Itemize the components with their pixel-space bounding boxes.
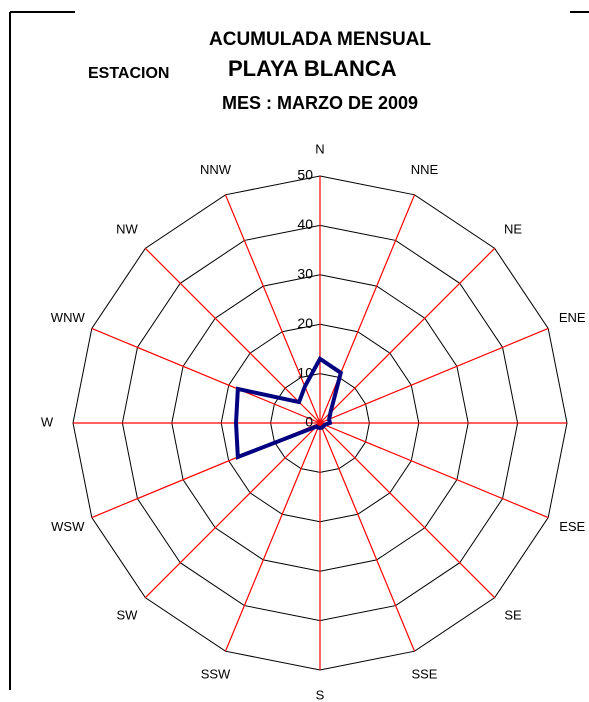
category-label: WNW xyxy=(51,310,86,325)
spoke xyxy=(91,327,321,424)
tick-label: 30 xyxy=(297,266,313,282)
spoke xyxy=(319,422,496,599)
spoke xyxy=(319,422,549,519)
spoke xyxy=(319,194,416,424)
category-label: N xyxy=(315,141,324,156)
category-label: ENE xyxy=(559,310,586,325)
tick-label: 40 xyxy=(297,216,313,232)
spoke xyxy=(319,327,549,424)
category-label: W xyxy=(41,414,54,429)
category-label: SW xyxy=(116,607,138,622)
category-label: SSW xyxy=(201,667,231,682)
subtitle: MES : MARZO DE 2009 xyxy=(222,93,418,113)
tick-label: 50 xyxy=(297,167,313,183)
series-line xyxy=(234,355,344,460)
category-label: NNW xyxy=(200,162,232,177)
station-label: ESTACION xyxy=(88,65,169,82)
category-label: SSE xyxy=(411,667,437,682)
chart-title: ACUMULADA MENSUAL xyxy=(209,29,431,50)
category-label: WSW xyxy=(51,519,85,534)
category-label: S xyxy=(316,687,325,702)
spoke xyxy=(319,422,416,652)
station-name: PLAYA BLANCA xyxy=(228,56,397,81)
spoke xyxy=(224,422,321,652)
category-label: NE xyxy=(504,221,522,236)
category-label: NNE xyxy=(411,162,439,177)
category-label: NW xyxy=(116,221,138,236)
tick-label: 20 xyxy=(297,315,313,331)
spoke xyxy=(319,247,496,424)
spoke xyxy=(144,247,321,424)
category-label: ESE xyxy=(559,519,585,534)
spoke xyxy=(144,422,321,599)
tick-label: 0 xyxy=(305,414,313,430)
category-label: SE xyxy=(504,607,522,622)
